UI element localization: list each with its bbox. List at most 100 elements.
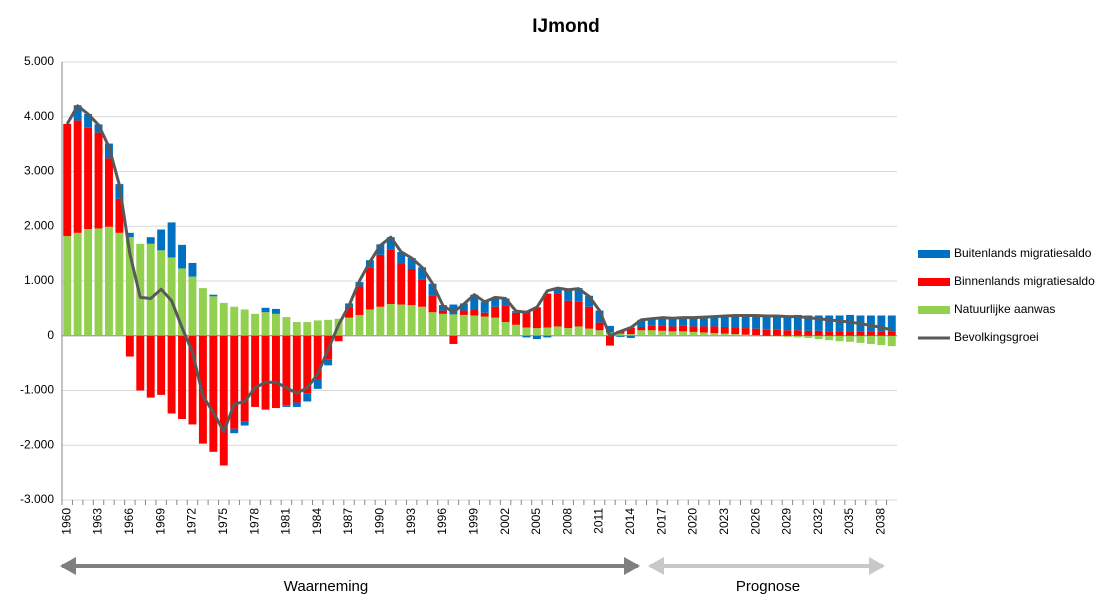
- bar: [219, 302, 228, 336]
- bar: [668, 331, 677, 336]
- bar: [439, 310, 447, 314]
- bar: [595, 322, 604, 331]
- bar: [355, 314, 364, 336]
- bar: [846, 335, 854, 342]
- bar: [115, 232, 124, 336]
- bar: [574, 326, 583, 336]
- x-tick-label: 1990: [373, 508, 387, 535]
- bar: [125, 335, 134, 357]
- bar: [522, 311, 531, 328]
- bar: [522, 335, 531, 338]
- bar: [856, 331, 865, 336]
- bar: [846, 331, 854, 336]
- bar: [157, 229, 166, 251]
- legend-label: Buitenlands migratiesaldo: [954, 246, 1092, 260]
- y-tick-label: -1.000: [20, 383, 54, 397]
- x-tick-label: 1960: [59, 508, 73, 535]
- bar: [407, 305, 416, 336]
- y-tick-label: 5.000: [24, 54, 54, 68]
- bar: [637, 319, 646, 327]
- bar: [825, 315, 834, 332]
- bar: [345, 306, 353, 318]
- bar: [136, 335, 145, 391]
- bar: [313, 335, 322, 380]
- bar: [292, 322, 301, 336]
- bar: [365, 267, 374, 310]
- x-tick-label: 2017: [654, 508, 668, 535]
- bar: [689, 326, 698, 332]
- bar: [355, 286, 364, 315]
- bar: [188, 262, 197, 277]
- bar: [606, 325, 614, 333]
- bar: [501, 298, 510, 306]
- bar: [303, 322, 312, 336]
- bar: [407, 258, 416, 269]
- bar: [345, 317, 353, 336]
- bar: [887, 331, 896, 336]
- x-tick-label: 2035: [842, 508, 856, 535]
- bar: [762, 316, 771, 330]
- bar: [543, 327, 552, 336]
- bar: [710, 316, 719, 327]
- bar: [835, 315, 844, 332]
- bar: [668, 326, 677, 332]
- bar: [272, 335, 280, 409]
- bar: [63, 123, 72, 237]
- bar: [178, 244, 186, 269]
- bar: [731, 315, 740, 328]
- x-tick-label: 1993: [404, 508, 418, 535]
- bar: [84, 127, 93, 229]
- bar: [856, 335, 865, 343]
- bar: [647, 330, 656, 336]
- bar: [407, 268, 416, 306]
- bar: [783, 315, 792, 331]
- legend-swatch: [918, 278, 950, 286]
- bar: [209, 335, 218, 452]
- bar: [814, 335, 823, 340]
- bar: [418, 279, 427, 307]
- bar: [720, 333, 729, 336]
- bar: [303, 393, 312, 402]
- bar: [720, 326, 729, 334]
- bar: [397, 264, 406, 305]
- bar: [428, 283, 437, 296]
- bar: [532, 328, 541, 336]
- y-tick-label: 0: [47, 328, 54, 342]
- bar: [564, 300, 573, 329]
- bar: [574, 301, 583, 327]
- bar: [313, 379, 322, 389]
- bar: [470, 294, 479, 311]
- bar: [282, 405, 291, 407]
- x-tick-label: 1966: [122, 508, 136, 535]
- bar: [240, 335, 249, 422]
- bar: [752, 335, 761, 336]
- x-tick-label: 2008: [560, 508, 574, 535]
- bar: [491, 317, 500, 336]
- bar: [699, 317, 708, 327]
- x-tick-label: 1963: [91, 508, 105, 535]
- bar: [480, 316, 489, 336]
- bar: [240, 421, 249, 426]
- bar: [94, 228, 103, 336]
- x-tick-label: 2038: [874, 508, 888, 535]
- bar: [689, 331, 698, 336]
- bar: [825, 331, 834, 336]
- x-tick-label: 2023: [717, 508, 731, 535]
- bar: [814, 330, 823, 336]
- legend-swatch: [918, 250, 950, 258]
- bar: [741, 315, 750, 329]
- bar: [783, 330, 792, 336]
- bar: [773, 315, 781, 330]
- x-tick-label: 2011: [592, 508, 606, 534]
- bar: [501, 305, 510, 323]
- bar: [564, 328, 573, 336]
- bar: [679, 331, 687, 336]
- bar: [188, 276, 197, 336]
- bar: [835, 331, 844, 336]
- bar: [439, 305, 447, 311]
- bar: [146, 243, 155, 336]
- bar: [804, 330, 813, 336]
- arrow-head: [648, 557, 664, 575]
- bar: [658, 330, 667, 336]
- bar: [699, 326, 708, 333]
